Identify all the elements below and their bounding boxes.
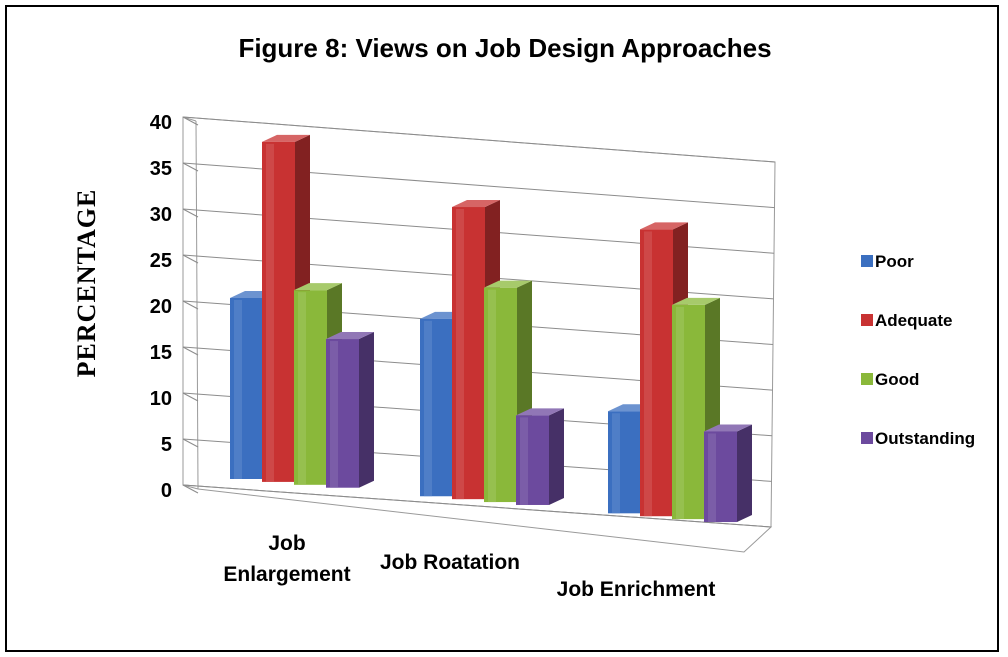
legend-label: Adequate [875,311,952,330]
y-tick-label: 10 [150,388,172,410]
bar-outstanding-3 [704,424,752,523]
y-tick-label: 15 [150,342,172,364]
legend-label: Outstanding [875,429,975,448]
legend-item-adequate: Adequate [861,311,952,330]
y-tick-label: 40 [150,112,172,134]
y-tick-label: 0 [161,480,172,502]
legend-swatch [861,314,873,326]
legend: Poor Adequate Good Outstanding [861,252,975,448]
side-gridline [182,116,199,126]
side-wall-front-edge [195,120,199,490]
bar-outstanding-1 [326,332,374,488]
legend-item-outstanding: Outstanding [861,429,975,448]
side-gridline [182,392,199,402]
gridline [182,484,772,528]
side-gridline [182,254,199,264]
bar-outstanding-2 [516,408,564,505]
bars [230,134,752,523]
gridline [182,116,776,163]
bar-adequate-2 [452,200,500,500]
chart-title: Figure 8: Views on Job Design Approaches [238,33,771,63]
y-tick-label: 20 [150,296,172,318]
side-gridline [182,300,199,310]
legend-label: Poor [875,252,914,271]
legend-item-poor: Poor [861,252,914,271]
category-label: Job Enrichment [557,578,716,601]
legend-swatch [861,432,873,444]
y-tick-label: 5 [161,434,172,456]
y-axis-label: PERCENTAGE [72,189,101,378]
side-gridline [182,346,199,356]
y-tick-label: 30 [150,204,172,226]
side-gridline [182,208,199,218]
x-axis-categories: Job Enlargement Job Roatation Job Enrichmen… [223,532,715,601]
side-gridline [182,484,199,494]
side-gridline [182,162,199,172]
legend-swatch [861,255,873,267]
y-tick-label: 35 [150,158,172,180]
legend-item-good: Good [861,370,919,389]
y-tick-label: 25 [150,250,172,272]
legend-label: Good [875,370,919,389]
legend-swatch [861,373,873,385]
y-axis-ticks: 0 5 10 15 20 25 30 35 40 [150,112,172,502]
side-gridline [182,438,199,448]
category-label: Job Roatation [380,551,520,574]
category-label: Job Enlargement [223,532,350,586]
